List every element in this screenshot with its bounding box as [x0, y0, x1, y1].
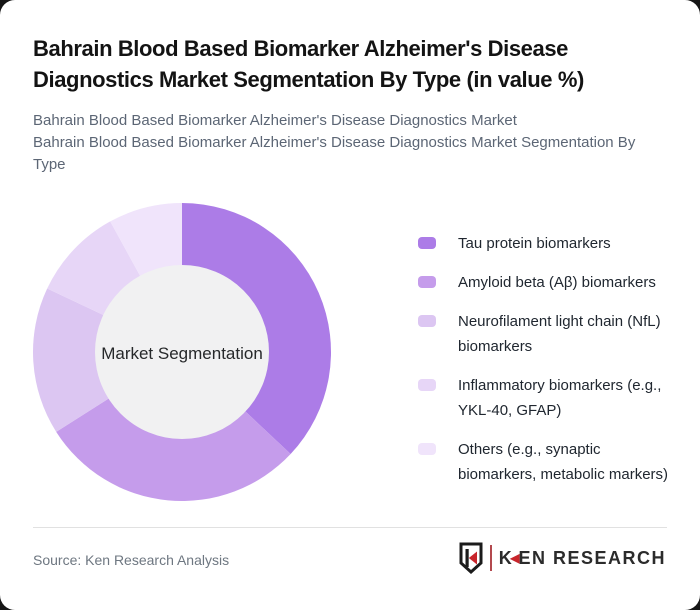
logo-wordmark: K ◀ EN RESEARCH [499, 548, 666, 569]
legend-item: Tau protein biomarkers [418, 231, 676, 256]
legend-swatch [418, 237, 436, 249]
legend-label: Tau protein biomarkers [458, 235, 611, 252]
logo-red-triangle-icon: ◀ [510, 551, 520, 565]
legend-swatch [418, 276, 436, 288]
ken-research-logo: K ◀ EN RESEARCH [459, 541, 666, 575]
legend: Tau protein biomarkers Amyloid beta (Aβ)… [418, 231, 676, 487]
logo-letters-rest: EN RESEARCH [518, 547, 666, 568]
header: Bahrain Blood Based Biomarker Alzheimer'… [33, 33, 667, 176]
logo-separator [489, 545, 492, 571]
legend-label: Others (e.g., synaptic biomarkers, metab… [458, 441, 669, 483]
subtitle-line-1: Bahrain Blood Based Biomarker Alzheimer'… [33, 112, 517, 129]
footer-divider [33, 527, 667, 528]
legend-item: Others (e.g., synaptic biomarkers, metab… [418, 437, 676, 487]
ken-research-shield-icon [459, 542, 483, 574]
subtitle-block: Bahrain Blood Based Biomarker Alzheimer'… [33, 110, 663, 176]
legend-item: Inflammatory biomarkers (e.g., YKL-40, G… [418, 373, 676, 423]
legend-label: Amyloid beta (Aβ) biomarkers [458, 274, 656, 291]
donut-chart: Market Segmentation [32, 202, 332, 502]
legend-item: Neurofilament light chain (NfL) biomarke… [418, 309, 676, 359]
donut-center-label: Market Segmentation [101, 344, 263, 363]
legend-label: Inflammatory biomarkers (e.g., YKL-40, G… [458, 377, 662, 419]
legend-item: Amyloid beta (Aβ) biomarkers [418, 270, 676, 295]
legend-swatch [418, 315, 436, 327]
legend-label: Neurofilament light chain (NfL) biomarke… [458, 313, 661, 355]
donut-center-circle [95, 265, 269, 439]
page-title: Bahrain Blood Based Biomarker Alzheimer'… [33, 36, 584, 92]
subtitle-line-2: Bahrain Blood Based Biomarker Alzheimer'… [33, 134, 636, 173]
logo-letter-k: K [498, 547, 514, 568]
source-note: Source: Ken Research Analysis [33, 552, 230, 568]
donut-chart-svg: Market Segmentation [32, 203, 332, 502]
legend-swatch [418, 379, 436, 391]
legend-swatch [418, 443, 436, 455]
